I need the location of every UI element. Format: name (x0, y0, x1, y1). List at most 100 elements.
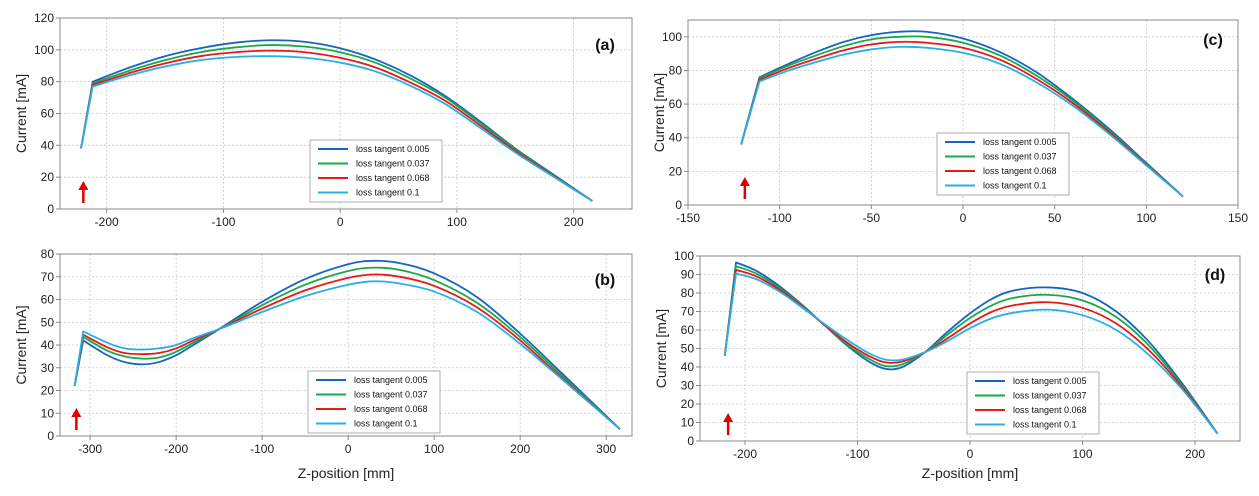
plot-frame (59, 17, 633, 210)
x-tick-label: -300 (78, 442, 102, 456)
y-tick-label: 100 (674, 249, 694, 263)
legend-entry: loss tangent 0.037 (356, 159, 430, 169)
x-tick-label: 0 (960, 211, 967, 225)
legend: loss tangent 0.005 loss tangent 0.037 loss… (966, 371, 1100, 435)
panel-label: (c) (1203, 32, 1223, 49)
y-tick-label: 50 (41, 315, 55, 329)
y-tick-label: 60 (41, 107, 55, 121)
chart-panel: 0 10 20 30 40 50 60 70 80 -300 -200 -100 0 100 200 300 C… (13, 247, 633, 481)
y-tick-label: 30 (41, 361, 55, 375)
legend-entry: loss tangent 0.068 (1013, 405, 1087, 415)
y-tick-label: 60 (681, 323, 695, 337)
series-line (740, 40, 1184, 198)
y-tick-label: 120 (34, 11, 54, 25)
x-tick-label: -200 (164, 442, 188, 456)
panel-label: (a) (595, 37, 615, 54)
feed-arrow-icon (71, 408, 82, 417)
series-line (740, 35, 1184, 198)
legend: loss tangent 0.005 loss tangent 0.037 loss… (936, 132, 1070, 196)
x-tick-label: 300 (596, 442, 616, 456)
y-tick-label: 20 (41, 170, 55, 184)
series-line (73, 259, 621, 430)
legend-entry: loss tangent 0.037 (1013, 391, 1087, 401)
x-axis-label: Z-position [mm] (922, 465, 1018, 481)
x-tick-label: 100 (1136, 211, 1156, 225)
chart-panel: 0 10 20 30 40 50 60 70 80 90 100 -200 -100 0 100 200 Cur… (653, 249, 1241, 481)
y-tick-label: 20 (681, 397, 695, 411)
series-line (80, 55, 593, 202)
legend-entry: loss tangent 0.037 (983, 152, 1057, 162)
x-tick-label: -50 (863, 211, 881, 225)
series-line (740, 45, 1184, 198)
feed-arrow-icon (723, 413, 734, 422)
legend-entry: loss tangent 0.068 (983, 166, 1057, 176)
series-line (80, 49, 593, 202)
y-tick-label: 20 (41, 384, 55, 398)
y-tick-label: 60 (669, 97, 683, 111)
x-tick-label: 100 (447, 215, 467, 229)
series-line (723, 272, 1219, 435)
y-tick-label: 100 (662, 30, 682, 44)
y-tick-label: 80 (41, 75, 55, 89)
legend: loss tangent 0.005 loss tangent 0.037 loss… (307, 370, 441, 434)
legend-entry: loss tangent 0.068 (354, 404, 428, 414)
x-tick-label: 0 (967, 447, 974, 461)
x-tick-label: 200 (564, 215, 584, 229)
x-tick-label: 100 (424, 442, 444, 456)
legend-entry: loss tangent 0.1 (354, 419, 418, 429)
y-tick-label: 50 (681, 342, 695, 356)
legend-entry: loss tangent 0.005 (354, 375, 428, 385)
series-line (80, 44, 593, 202)
y-tick-label: 100 (34, 43, 54, 57)
x-tick-label: -100 (211, 215, 235, 229)
y-tick-label: 70 (41, 270, 55, 284)
panel-label: (b) (595, 272, 615, 289)
x-tick-label: 0 (345, 442, 352, 456)
y-tick-label: 40 (41, 338, 55, 352)
series-line (740, 30, 1184, 198)
y-axis-label: Current [mA] (653, 309, 669, 388)
x-tick-label: 200 (1185, 447, 1205, 461)
y-tick-label: 10 (681, 416, 695, 430)
y-tick-label: 90 (681, 268, 695, 282)
legend-entry: loss tangent 0.005 (1013, 376, 1087, 386)
x-tick-label: 200 (510, 442, 530, 456)
legend-entry: loss tangent 0.005 (356, 144, 430, 154)
x-tick-label: 150 (1228, 211, 1248, 225)
plot-frame (699, 255, 1241, 442)
series-line (73, 273, 621, 430)
legend-entry: loss tangent 0.1 (983, 181, 1047, 191)
x-tick-label: -100 (768, 211, 792, 225)
y-tick-label: 10 (41, 406, 55, 420)
chart-panel: 0 20 40 60 80 100 120 -200 -100 0 100 200 Current [m… (13, 11, 633, 229)
panel-label: (d) (1205, 267, 1225, 284)
x-axis-label: Z-position [mm] (298, 465, 394, 481)
legend-entry: loss tangent 0.1 (1013, 420, 1077, 430)
series-line (73, 280, 621, 430)
x-tick-label: -100 (250, 442, 274, 456)
legend-entry: loss tangent 0.005 (983, 137, 1057, 147)
plot-frame (687, 19, 1239, 206)
feed-arrow-icon (739, 177, 750, 186)
y-tick-label: 20 (669, 164, 683, 178)
y-tick-label: 0 (47, 202, 54, 216)
y-axis-label: Current [mA] (13, 305, 29, 384)
legend-entry: loss tangent 0.1 (356, 188, 420, 198)
x-tick-label: 0 (337, 215, 344, 229)
feed-arrow-icon (78, 181, 89, 190)
chart-panel: 0 20 40 60 80 100 -150 -100 -50 0 50 100 150 Current … (651, 19, 1248, 225)
x-tick-label: 50 (1048, 211, 1062, 225)
x-tick-label: 100 (1072, 447, 1092, 461)
legend: loss tangent 0.005 loss tangent 0.037 loss… (309, 139, 443, 203)
y-tick-label: 80 (681, 286, 695, 300)
y-axis-label: Current [mA] (651, 73, 667, 152)
y-tick-label: 60 (41, 293, 55, 307)
legend-entry: loss tangent 0.068 (356, 173, 430, 183)
y-tick-label: 40 (669, 131, 683, 145)
y-tick-label: 0 (47, 429, 54, 443)
y-tick-label: 0 (687, 434, 694, 448)
y-tick-label: 0 (675, 198, 682, 212)
x-tick-label: -200 (733, 447, 757, 461)
y-tick-label: 70 (681, 305, 695, 319)
